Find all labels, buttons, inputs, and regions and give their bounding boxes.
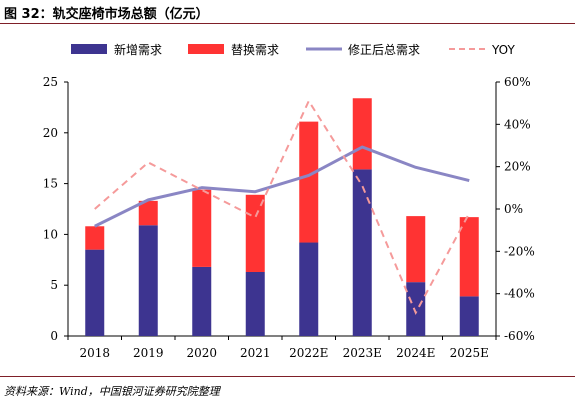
bar-replacement-demand	[192, 189, 212, 267]
bar-new-demand	[192, 266, 212, 336]
x-tick-label: 2025E	[450, 346, 489, 360]
x-tick-label: 2020	[186, 346, 217, 360]
right-tick-label: 20%	[504, 160, 531, 174]
left-tick-label: 10	[43, 227, 58, 241]
right-tick-label: 0%	[504, 202, 523, 216]
legend-label-replace: 替换需求	[231, 43, 279, 57]
plot-area: 0 5 10 15 20 25 -60% -40% -20% 0% 20% 40% 60% 2018 201…	[43, 75, 535, 360]
legend-swatch-replace	[188, 44, 224, 54]
bar-replacement-demand	[138, 200, 158, 226]
left-tick-label: 5	[50, 278, 58, 292]
bar-new-demand	[352, 169, 372, 336]
bar-new-demand	[245, 271, 265, 336]
bar-replacement-demand	[406, 216, 426, 283]
line-total-demand	[94, 145, 470, 228]
chart-title: 图 32：轨交座椅市场总额（亿元）	[4, 7, 209, 22]
x-tick-label: 2022E	[289, 346, 328, 360]
legend-label-new: 新增需求	[114, 42, 162, 57]
bar-new-demand	[299, 242, 319, 336]
right-tick-label: -20%	[504, 244, 535, 258]
legend-swatch-new	[71, 44, 107, 54]
source-note: 资料来源：Wind，中国银河证券研究院整理	[4, 385, 220, 398]
left-tick-label: 15	[43, 177, 58, 191]
bar-replacement-demand	[299, 121, 319, 243]
x-tick-label: 2021	[240, 346, 271, 360]
legend-label-yoy: YOY	[491, 43, 515, 57]
source-rule	[0, 376, 575, 377]
bar-new-demand	[459, 296, 479, 336]
bar-replacement-demand	[352, 98, 372, 170]
bar-replacement-demand	[245, 194, 265, 272]
x-tick-label: 2023E	[343, 346, 382, 360]
x-tick-label: 2019	[133, 346, 164, 360]
x-tick-label: 2024E	[396, 346, 435, 360]
x-tick-label: 2018	[79, 346, 110, 360]
bar-replacement-demand	[459, 217, 479, 297]
right-tick-label: -40%	[504, 287, 535, 301]
legend: 新增需求 替换需求 修正后总需求 YOY	[71, 42, 515, 57]
right-tick-label: 40%	[504, 117, 531, 131]
left-tick-label: 20	[43, 126, 58, 140]
bar-new-demand	[85, 249, 105, 336]
line-yoy	[94, 98, 471, 316]
right-tick-label: -60%	[504, 329, 535, 343]
right-tick-label: 60%	[504, 75, 531, 89]
left-tick-label: 0	[50, 329, 58, 343]
left-tick-label: 25	[43, 75, 58, 89]
legend-label-total: 修正后总需求	[348, 42, 420, 57]
bar-new-demand	[138, 225, 158, 336]
bar-replacement-demand	[85, 226, 105, 250]
title-rule	[0, 23, 575, 24]
bar-new-demand	[406, 282, 426, 336]
